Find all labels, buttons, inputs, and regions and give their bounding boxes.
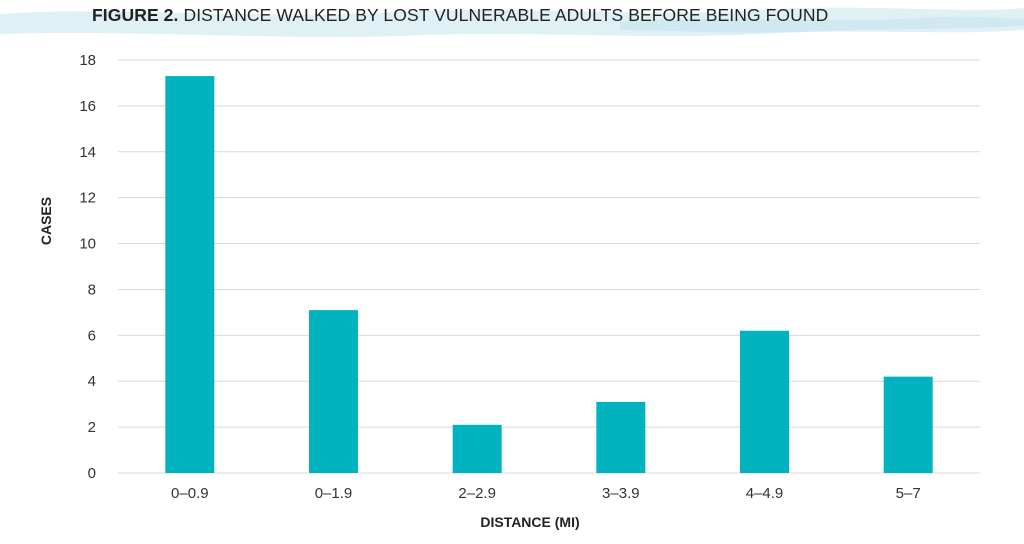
- y-tick-label: 16: [79, 98, 96, 115]
- y-tick-label: 10: [79, 236, 96, 253]
- x-tick-label: 2–2.9: [458, 485, 496, 502]
- y-tick-label: 6: [88, 327, 96, 344]
- y-tick-label: 2: [88, 419, 96, 436]
- x-tick-label: 4–4.9: [746, 485, 784, 502]
- figure-title: DISTANCE WALKED BY LOST VULNERABLE ADULT…: [183, 5, 829, 25]
- x-tick-label: 0–0.9: [171, 485, 209, 502]
- bar: [165, 76, 215, 474]
- bar: [883, 376, 933, 473]
- bar: [309, 310, 358, 473]
- x-tick-label: 0–1.9: [315, 485, 353, 502]
- chart-title: FIGURE 2. DISTANCE WALKED BY LOST VULNER…: [92, 5, 828, 26]
- header-brush-decoration: [0, 7, 1024, 37]
- bar: [596, 401, 646, 473]
- figure-label: FIGURE 2.: [92, 5, 179, 25]
- y-tick-label: 0: [88, 465, 96, 482]
- y-tick-label: 18: [79, 52, 96, 69]
- y-tick-label: 4: [88, 373, 96, 390]
- y-tick-label: 12: [79, 190, 96, 207]
- x-axis-label: DISTANCE (MI): [480, 514, 580, 530]
- bar: [452, 424, 502, 473]
- y-tick-label: 8: [88, 281, 96, 298]
- y-axis-label: CASES: [38, 196, 54, 246]
- bar: [740, 330, 789, 473]
- x-tick-label: 3–3.9: [602, 485, 640, 502]
- y-tick-label: 14: [79, 144, 96, 161]
- x-tick-label: 5–7: [896, 485, 921, 502]
